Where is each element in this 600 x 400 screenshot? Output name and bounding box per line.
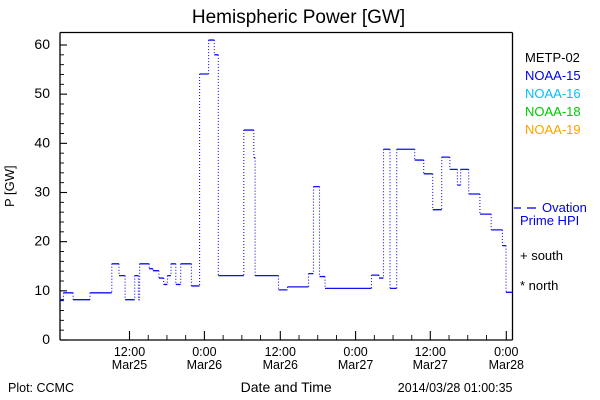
svg-text:Prime HPI: Prime HPI [520, 213, 579, 228]
svg-text:0: 0 [42, 331, 50, 347]
svg-text:0:00: 0:00 [192, 345, 216, 359]
svg-text:+ south: + south [520, 248, 563, 263]
svg-text:Hemispheric Power [GW]: Hemispheric Power [GW] [192, 7, 405, 28]
svg-text:Mar27: Mar27 [338, 358, 373, 372]
svg-text:60: 60 [34, 36, 50, 52]
svg-text:12:00: 12:00 [114, 345, 145, 359]
svg-text:NOAA-15: NOAA-15 [525, 68, 581, 83]
svg-text:METP-02: METP-02 [525, 50, 580, 65]
svg-text:0:00: 0:00 [343, 345, 367, 359]
svg-text:Date and Time: Date and Time [241, 379, 332, 395]
svg-text:50: 50 [34, 85, 50, 101]
svg-text:NOAA-18: NOAA-18 [525, 104, 581, 119]
svg-text:0:00: 0:00 [494, 345, 518, 359]
svg-text:NOAA-16: NOAA-16 [525, 86, 581, 101]
svg-text:* north: * north [520, 278, 558, 293]
svg-text:Mar27: Mar27 [413, 358, 448, 372]
svg-text:Plot: CCMC: Plot: CCMC [8, 381, 74, 395]
svg-text:Mar26: Mar26 [263, 358, 298, 372]
svg-text:12:00: 12:00 [415, 345, 446, 359]
svg-text:2014/03/28 01:00:35: 2014/03/28 01:00:35 [398, 381, 513, 395]
svg-text:20: 20 [34, 233, 50, 249]
svg-text:10: 10 [34, 282, 50, 298]
svg-text:P [GW]: P [GW] [2, 165, 17, 207]
svg-text:NOAA-19: NOAA-19 [525, 122, 581, 137]
svg-text:Mar26: Mar26 [187, 358, 222, 372]
svg-text:Mar28: Mar28 [489, 358, 524, 372]
svg-text:Mar25: Mar25 [112, 358, 147, 372]
svg-text:40: 40 [34, 134, 50, 150]
svg-text:30: 30 [34, 184, 50, 200]
svg-text:12:00: 12:00 [265, 345, 296, 359]
